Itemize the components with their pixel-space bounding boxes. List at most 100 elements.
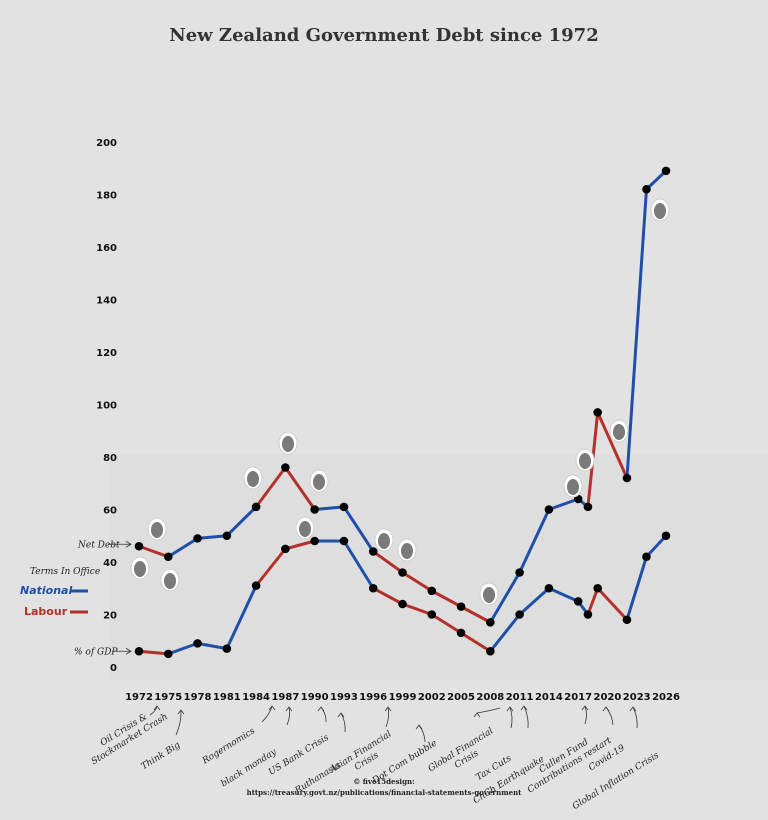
x-tick-label: 1993 [330,692,358,703]
event-annotation-arrow [632,706,638,729]
x-tick-label: 2020 [594,692,622,703]
x-tick-label: 1999 [389,692,417,703]
gdp-segment [547,586,580,603]
gdp-point [281,544,290,554]
net-debt-point [622,473,632,483]
event-annotation-arrow [175,709,182,736]
net-debt-point [398,568,407,577]
gdp-point [163,649,173,659]
gdp-segment [430,613,463,635]
arrowhead [581,705,589,711]
gdp-segment [254,547,287,588]
leader-portrait-face [164,573,176,589]
net-debt-point [281,463,290,472]
arrowhead [602,706,610,712]
gdp-point [193,639,202,648]
x-tick-label: 1996 [359,692,387,703]
leader-portrait-face [401,543,413,559]
event-annotation-arrow [584,705,587,725]
gdp-point [544,583,554,593]
chart-title: New Zealand Government Debt since 1972 [169,25,599,46]
x-tick-label: 1984 [242,692,270,703]
gdp-segment [488,613,522,653]
gdp-point [661,531,671,541]
gdp-point [368,583,378,593]
x-tick-label: 2002 [418,692,446,703]
net-debt-point [583,502,593,512]
y-tick-label: 180 [96,191,117,202]
net-debt-segment [547,497,580,511]
arrowhead [629,706,637,712]
gdp-point [339,536,349,546]
legend-national-label: National [20,584,72,597]
plot-area-shade [110,455,768,680]
gdp-point [486,646,495,656]
legend-labour-label: Labour [24,605,68,618]
gdp-label: % of GDP [74,647,118,657]
arrowhead [125,647,132,655]
gdp-point [310,536,319,546]
leader-portrait-face [654,203,666,219]
event-annotation-arrow [523,705,529,729]
event-annotation-arrow [385,706,390,728]
y-tick-label: 20 [103,611,117,622]
gdp-segment [586,586,600,616]
arrowhead [317,706,325,712]
gdp-point [593,583,602,593]
gdp-point [515,610,524,619]
x-tick-label: 2017 [564,692,592,703]
net-debt-segment [518,508,551,574]
x-tick-label: 2014 [535,692,563,703]
net-debt-point [310,505,319,514]
x-tick-label: 1990 [301,692,329,703]
credit-source-url[interactable]: https://treasury.govt.nz/publications/fi… [246,788,522,797]
arrowhead [520,705,528,711]
arrowhead [337,712,345,718]
net-debt-point [251,502,261,512]
event-annotation-arrow [605,706,614,726]
event-annotation-text: Rogernomics [200,726,257,767]
leader-portrait-face [567,479,579,495]
y-tick-label: 80 [103,453,117,464]
net-debt-point [163,552,173,562]
net-debt-segment [596,410,629,480]
net-debt-segment [196,534,229,540]
credit: © five15design: https://treasury.govt.nz… [0,776,768,798]
gdp-segment [625,555,648,622]
net-debt-point [222,531,232,541]
arrowhead [177,709,185,715]
arrowhead [415,724,423,730]
net-debt-point [515,568,524,577]
leader-portrait-face [282,436,294,452]
net-debt-point [661,166,671,176]
y-tick-label: 60 [103,506,117,517]
arrowhead [384,706,392,712]
x-tick-label: 2023 [623,692,651,703]
x-tick-label: 1978 [184,692,212,703]
gdp-segment [196,641,229,651]
x-tick-label: 1972 [125,692,153,703]
arrowhead [285,706,293,712]
net-debt-point [486,618,495,627]
legend-title: Terms In Office [30,567,100,577]
net-debt-segment [225,505,258,538]
gdp-point [427,610,437,619]
x-tick-label: 1981 [213,692,241,703]
net-debt-segment [644,169,668,191]
y-tick-label: 100 [96,401,117,412]
gdp-segment [371,586,404,606]
net-debt-point [593,408,602,417]
net-debt-point [368,547,378,556]
x-tick-label: 2005 [447,692,475,703]
y-tick-label: 200 [96,138,117,149]
net-debt-point [642,184,651,194]
x-tick-label: 2011 [506,692,534,703]
gdp-segment [401,602,434,616]
gdp-point [642,552,651,562]
arrowhead [125,540,132,548]
net-debt-segment [166,536,200,559]
gdp-segment [166,641,200,656]
net-debt-segment [401,571,434,593]
